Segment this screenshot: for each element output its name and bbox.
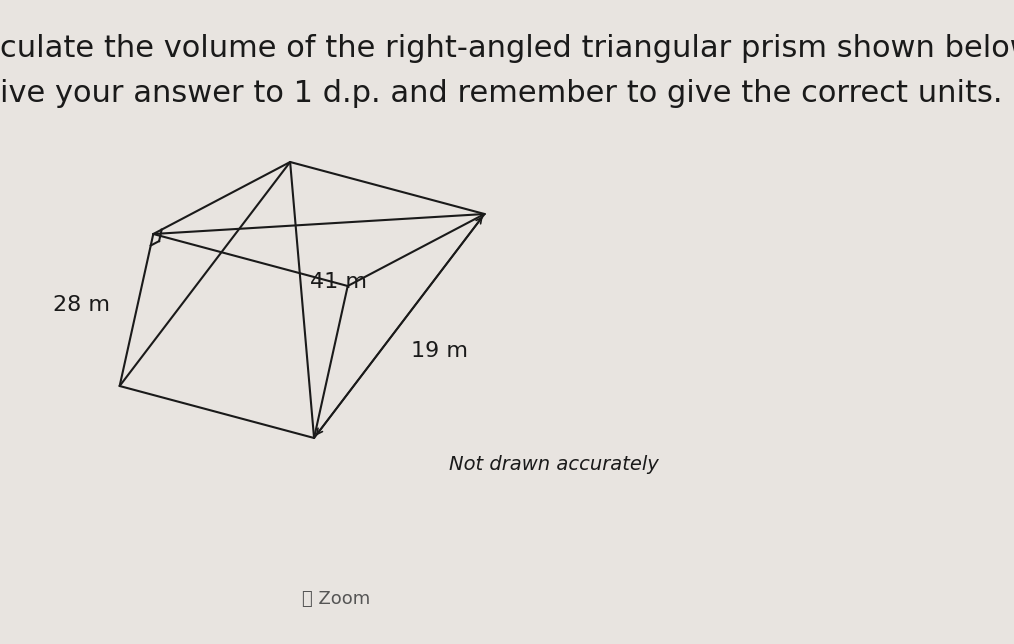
Text: 41 m: 41 m: [309, 272, 367, 292]
Text: ive your answer to 1 d.p. and remember to give the correct units.: ive your answer to 1 d.p. and remember t…: [0, 79, 1003, 108]
Text: culate the volume of the right-angled triangular prism shown below.: culate the volume of the right-angled tr…: [0, 34, 1014, 63]
Text: Not drawn accurately: Not drawn accurately: [448, 455, 658, 473]
Text: 🔍 Zoom: 🔍 Zoom: [302, 590, 370, 608]
Text: 28 m: 28 m: [54, 295, 111, 315]
Text: 19 m: 19 m: [411, 341, 467, 361]
